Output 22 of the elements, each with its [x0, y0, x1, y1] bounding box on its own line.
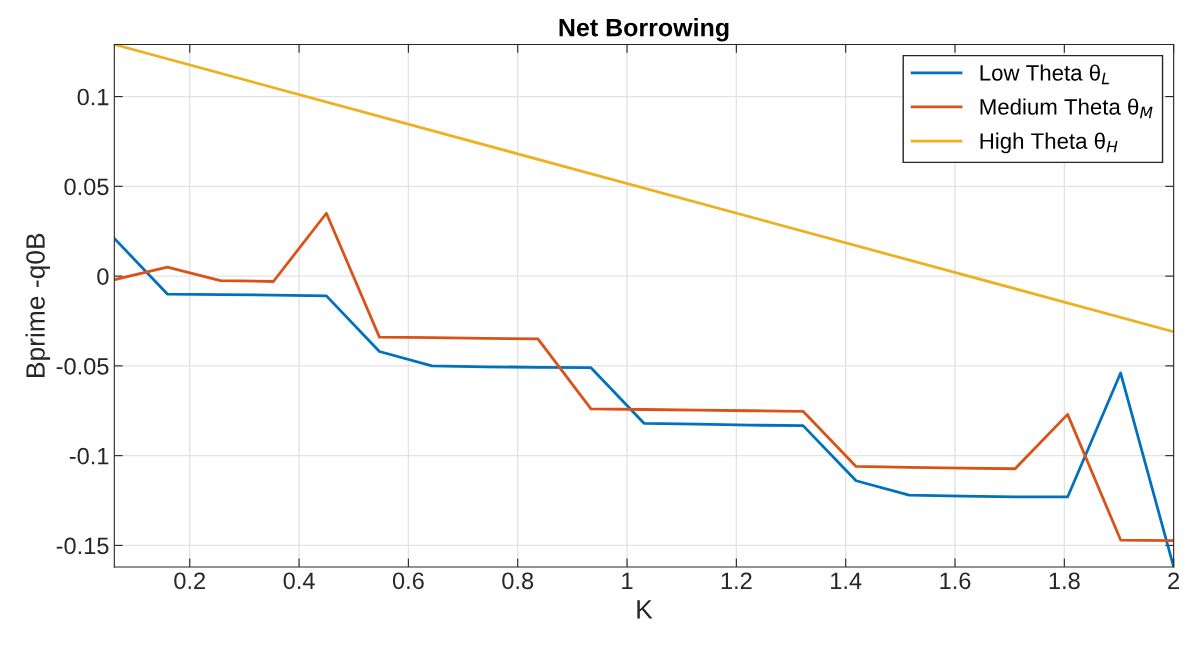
- y-tick-label: 0: [97, 268, 109, 285]
- y-tick-label: -0.1: [69, 447, 109, 465]
- x-tick-label: 1: [622, 572, 633, 589]
- y-tick-label: 0.05: [64, 178, 109, 196]
- y-tick-label: 0.1: [77, 88, 109, 106]
- legend-label: Medium Theta θ$_{M}$: [980, 98, 1153, 119]
- x-tick-label: 2: [1168, 572, 1180, 589]
- y-tick-label: -0.15: [56, 537, 109, 555]
- x-axis-title: K: [637, 600, 653, 619]
- y-axis-title: Bprime -q0B: [25, 233, 51, 377]
- x-tick-label: 1.6: [940, 572, 971, 590]
- x-tick-label: 0.4: [283, 572, 315, 590]
- y-tick-label: -0.05: [56, 357, 109, 375]
- legend-label: High Theta θ$_{H}$: [980, 132, 1118, 154]
- legend-label: Low Theta θ$_{L}$: [980, 64, 1110, 85]
- chart-title: Net Borrowing: [559, 18, 729, 42]
- x-tick-label: 0.6: [392, 572, 424, 590]
- x-tick-label: 0.2: [174, 572, 205, 590]
- x-tick-label: 1.4: [831, 572, 862, 589]
- x-tick-label: 0.8: [502, 572, 534, 590]
- x-tick-label: 1.2: [721, 572, 752, 589]
- x-tick-label: 1.8: [1049, 572, 1080, 590]
